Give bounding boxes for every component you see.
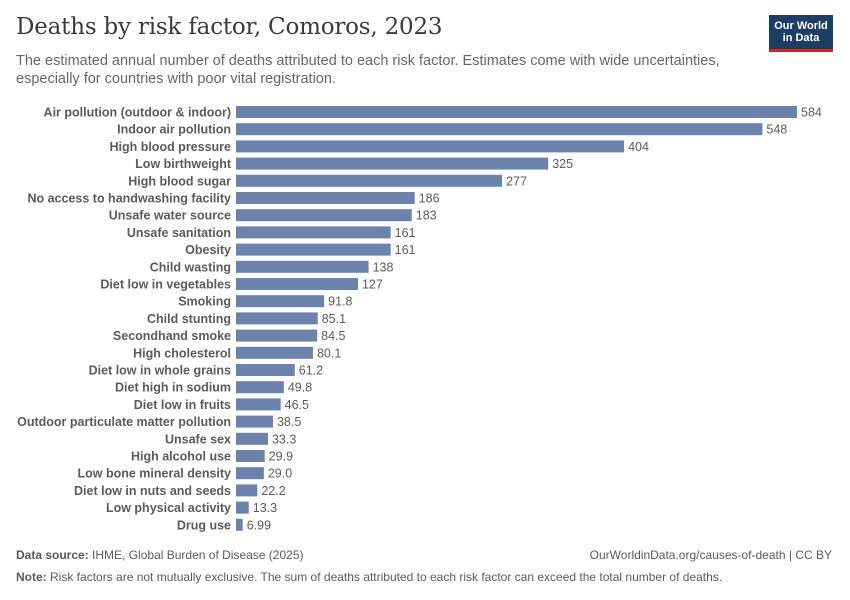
value-label: 29.0 (268, 467, 292, 481)
category-label: Low birthweight (135, 157, 232, 171)
value-label: 13.3 (253, 501, 277, 515)
bar[interactable] (236, 157, 549, 170)
bar[interactable] (236, 312, 318, 325)
category-label: Low bone mineral density (78, 467, 232, 481)
bar[interactable] (236, 432, 268, 445)
category-label: Obesity (185, 243, 231, 257)
logo-line-2: in Data (782, 32, 820, 44)
value-label: 38.5 (277, 415, 301, 429)
bar[interactable] (236, 364, 295, 376)
bar[interactable] (236, 209, 412, 222)
category-label: Drug use (177, 518, 231, 532)
chart-title: Deaths by risk factor, Comoros, 2023 (16, 14, 443, 40)
value-label: 22.2 (261, 484, 285, 498)
value-label: 186 (419, 192, 440, 206)
bar[interactable] (236, 329, 318, 342)
value-label: 6.99 (247, 518, 271, 532)
value-label: 49.8 (288, 381, 312, 395)
value-label: 61.2 (299, 364, 323, 378)
bar[interactable] (236, 226, 391, 239)
value-label: 404 (628, 140, 649, 154)
value-label: 29.9 (269, 450, 293, 464)
bar[interactable] (236, 381, 284, 394)
bar[interactable] (236, 243, 391, 256)
value-label: 138 (373, 260, 394, 274)
value-label: 325 (552, 157, 573, 171)
bar[interactable] (236, 174, 503, 187)
bar[interactable] (236, 450, 265, 462)
category-label: Low physical activity (106, 501, 231, 515)
note-label: Note: (16, 570, 47, 584)
category-label: Diet high in sodium (115, 381, 231, 395)
bar[interactable] (236, 501, 249, 514)
value-label: 548 (766, 123, 787, 137)
value-label: 85.1 (322, 312, 346, 326)
bar[interactable] (236, 295, 325, 308)
category-label: High blood pressure (109, 140, 231, 154)
category-label: Smoking (178, 295, 231, 309)
category-label: Diet low in fruits (134, 398, 231, 412)
category-label: Indoor air pollution (117, 123, 231, 137)
category-label: Diet low in whole grains (89, 364, 231, 378)
bar[interactable] (236, 518, 243, 531)
note-text: Risk factors are not mutually exclusive.… (50, 570, 723, 584)
value-label: 584 (801, 106, 822, 120)
value-label: 277 (506, 174, 527, 188)
bar[interactable] (236, 398, 281, 411)
logo-line-1: Our World (774, 20, 828, 32)
category-label: Child wasting (150, 260, 231, 274)
category-label: High alcohol use (131, 450, 231, 464)
source-text: IHME, Global Burden of Disease (2025) (92, 548, 304, 562)
category-label: Unsafe sex (165, 432, 231, 446)
value-label: 183 (416, 209, 437, 223)
bar[interactable] (236, 346, 313, 359)
footer-source-row: Data source: IHME, Global Burden of Dise… (16, 548, 832, 562)
bar[interactable] (236, 106, 797, 118)
footer-note-row: Note: Risk factors are not mutually excl… (16, 570, 832, 584)
category-label: No access to handwashing facility (27, 192, 231, 206)
bar-chart: Air pollution (outdoor & indoor) 584 Indoo… (17, 106, 822, 533)
value-label: 127 (362, 278, 383, 292)
bar[interactable] (236, 484, 258, 497)
category-label: Unsafe sanitation (127, 226, 231, 240)
category-label: High blood sugar (128, 174, 231, 188)
category-label: Diet low in vegetables (100, 278, 231, 292)
value-label: 33.3 (272, 432, 296, 446)
bar[interactable] (236, 192, 415, 204)
value-label: 46.5 (285, 398, 309, 412)
owid-logo[interactable]: Our World in Data (769, 15, 833, 52)
chart-subtitle: The estimated annual number of deaths at… (16, 53, 720, 87)
bar[interactable] (236, 467, 264, 480)
category-label: Unsafe water source (109, 209, 231, 223)
category-label: Child stunting (147, 312, 231, 326)
bar[interactable] (236, 278, 358, 290)
bar[interactable] (236, 415, 273, 428)
category-label: High cholesterol (133, 346, 231, 360)
value-label: 80.1 (317, 346, 341, 360)
value-label: 161 (395, 226, 416, 240)
value-label: 161 (395, 243, 416, 257)
category-label: Outdoor particulate matter pollution (17, 415, 231, 429)
source-url-link[interactable]: OurWorldinData.org/causes-of-death | CC … (589, 548, 832, 562)
category-label: Secondhand smoke (113, 329, 231, 343)
bar[interactable] (236, 123, 763, 136)
source-label: Data source: (16, 548, 89, 562)
value-label: 91.8 (328, 295, 352, 309)
bar[interactable] (236, 140, 625, 153)
category-label: Diet low in nuts and seeds (74, 484, 231, 498)
value-label: 84.5 (321, 329, 345, 343)
bar[interactable] (236, 260, 369, 273)
category-label: Air pollution (outdoor & indoor) (44, 106, 231, 120)
